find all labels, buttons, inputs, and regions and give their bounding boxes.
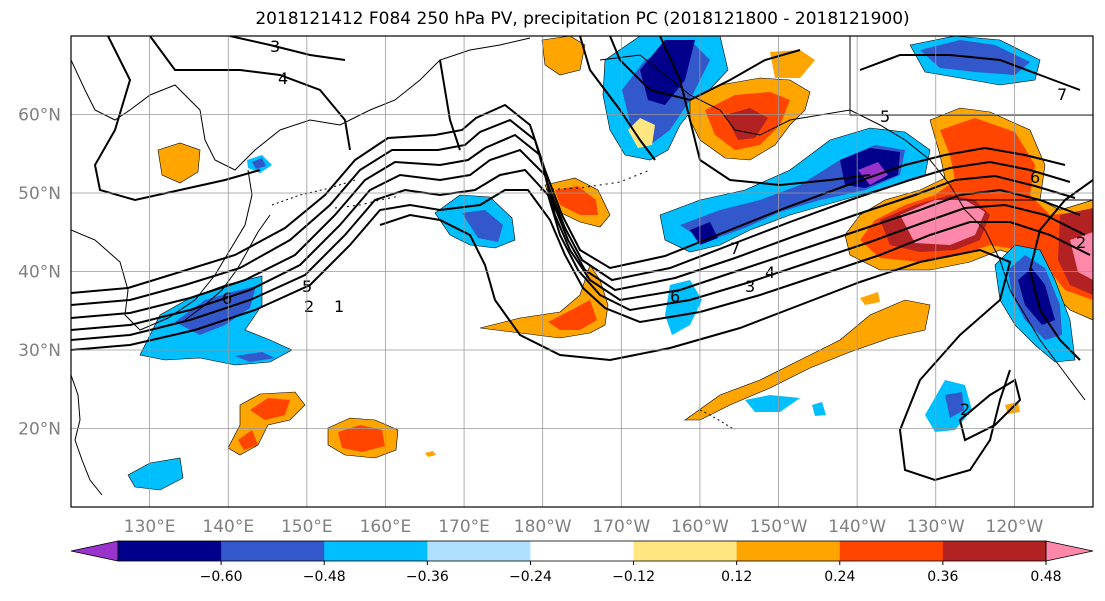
coastline-asia <box>71 169 253 331</box>
pv-label: 3 <box>745 277 755 296</box>
pv-contours <box>71 36 1093 482</box>
border-alaska-canada <box>849 36 1093 116</box>
colorbar-tick-label: −0.24 <box>509 569 552 585</box>
pv-contour-2 <box>71 168 1086 341</box>
colorbar-extend-low <box>70 540 119 562</box>
pv-label: 2 <box>1076 233 1086 252</box>
pv-contour-8 <box>93 36 261 202</box>
colorbar: −0.60 −0.48 −0.36 −0.24 −0.12 0.12 0.24 0.36 0.4… <box>70 540 1094 585</box>
colorbar-segment <box>221 541 325 561</box>
colorbar-segment <box>118 541 222 561</box>
lat-label: 60°N <box>18 106 61 126</box>
lat-label: 30°N <box>18 341 61 361</box>
colorbar-extend-high <box>1045 540 1094 562</box>
pv-label: 6 <box>222 289 232 308</box>
lon-label: 170°W <box>592 517 650 537</box>
lon-label: 130°E <box>124 517 176 537</box>
pv-label: 2 <box>960 400 970 419</box>
pv-contour-16 <box>439 59 461 151</box>
pv-label: 3 <box>270 37 280 56</box>
gridlines <box>71 36 1093 507</box>
pv-contour-11 <box>609 36 801 102</box>
pv-label: 7 <box>1057 85 1067 104</box>
lon-label: 120°W <box>986 517 1044 537</box>
pv-contour-14 <box>1028 179 1093 361</box>
pv-contour-13 <box>859 54 1081 91</box>
colorbar-segment <box>324 541 428 561</box>
pv-label: 1 <box>334 297 344 316</box>
lon-label: 160°W <box>671 517 729 537</box>
pv-label: 4 <box>278 69 288 88</box>
lon-label: 130°W <box>907 517 965 537</box>
pv-contour-17 <box>579 36 656 161</box>
map-frame <box>70 35 1094 508</box>
pv-contour-7 <box>379 213 1012 482</box>
pv-contour-10 <box>229 36 346 61</box>
pv-label: 6 <box>670 287 680 306</box>
colorbar-tick-label: 0.48 <box>1030 569 1061 585</box>
precip-orange-subtropic <box>684 299 931 421</box>
islands-hawaii <box>699 409 736 431</box>
pv-label: 2 <box>304 297 314 316</box>
latitude-labels: 60°N 50°N 40°N 30°N 20°N <box>18 106 61 440</box>
map-content: 3 4 5 2 1 6 7 3 6 4 5 2 7 2 6 <box>71 36 1093 507</box>
colorbar-segment <box>942 541 1047 561</box>
lon-label: 180°W <box>514 517 572 537</box>
colorbar-segment <box>736 541 841 561</box>
lon-label: 150°E <box>281 517 333 537</box>
precip-orange-north <box>541 36 586 76</box>
pv-label: 6 <box>1030 168 1040 187</box>
colorbar-segment <box>839 541 944 561</box>
colorbar-segment <box>530 541 635 561</box>
pv-contour-12 <box>659 36 871 187</box>
pv-contour-3 <box>71 189 1091 351</box>
pv-contour-6 <box>71 103 1066 294</box>
colorbar-tick-label: −0.60 <box>200 569 243 585</box>
lat-label: 40°N <box>18 263 61 283</box>
lon-label: 170°E <box>438 517 490 537</box>
colorbar-tick-label: 0.24 <box>824 569 855 585</box>
precip-orange-kuril <box>157 142 201 184</box>
pv-label: 7 <box>730 239 740 258</box>
pv-contour-15 <box>958 378 1022 442</box>
colorbar-frame <box>117 540 1047 562</box>
pv-label: 5 <box>880 107 890 126</box>
colorbar-segment <box>633 541 738 561</box>
island-chain-kuril <box>271 179 356 206</box>
colorbar-tick-label: 0.12 <box>721 569 752 585</box>
pv-contour-9 <box>149 36 351 151</box>
coastline-philippines <box>71 374 103 496</box>
island-chain-aleutian-east <box>539 169 651 191</box>
lat-label: 50°N <box>18 184 61 204</box>
lon-label: 140°W <box>828 517 886 537</box>
lon-label: 150°W <box>750 517 808 537</box>
colorbar-tick-label: −0.36 <box>406 569 449 585</box>
lon-label: 140°E <box>202 517 254 537</box>
coastline-alaska-na <box>599 54 1086 401</box>
colorbar-segment <box>427 541 531 561</box>
lon-label: 160°E <box>360 517 412 537</box>
longitude-labels: 130°E 140°E 150°E 160°E 170°E 180°W 170°W 160°W… <box>124 517 1044 537</box>
colorbar-tick-label: −0.12 <box>612 569 655 585</box>
island-chain-aleutian-west <box>334 195 401 209</box>
colorbar-tick-label: 0.36 <box>927 569 958 585</box>
pv-label: 4 <box>765 263 775 282</box>
coastline-siberia <box>71 37 531 171</box>
figure-title: 2018121412 F084 250 hPa PV, precipitatio… <box>255 9 910 29</box>
lat-label: 20°N <box>18 420 61 440</box>
colorbar-tick-label: −0.48 <box>303 569 346 585</box>
